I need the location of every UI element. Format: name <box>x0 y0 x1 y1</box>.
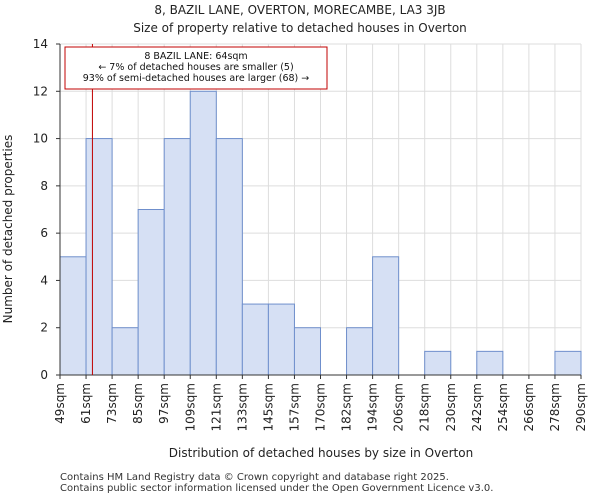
y-tick-label: 0 <box>40 368 48 382</box>
x-tick-label: 133sqm <box>235 383 249 431</box>
bars <box>59 90 582 376</box>
footer-licence: Contains public sector information licen… <box>60 483 494 494</box>
x-tick-label: 290sqm <box>574 383 588 431</box>
annotation-frame <box>64 46 328 90</box>
x-tick-label: 206sqm <box>392 383 406 431</box>
x-tick-label: 109sqm <box>183 383 197 431</box>
x-tick-label: 218sqm <box>418 383 432 431</box>
x-tick-label: 73sqm <box>105 383 119 424</box>
bar <box>189 90 217 376</box>
annotation-text: 8 BAZIL LANE: 64sqm <box>144 51 247 62</box>
y-tick-label: 14 <box>33 37 48 51</box>
x-tick-label: 194sqm <box>366 383 380 431</box>
bar <box>476 350 504 376</box>
y-tick-label: 2 <box>40 321 48 335</box>
x-tick-label: 61sqm <box>79 383 93 424</box>
bar <box>241 303 269 376</box>
bar <box>137 209 165 376</box>
bar <box>293 327 322 376</box>
annotation-box: 8 BAZIL LANE: 64sqm← 7% of detached hous… <box>64 46 328 90</box>
x-tick-label: 266sqm <box>522 383 536 431</box>
bar <box>215 138 243 376</box>
y-axis-label: Number of detached properties <box>1 135 15 324</box>
annotation-text: 93% of semi-detached houses are larger (… <box>83 73 310 84</box>
annotation-text: ← 7% of detached houses are smaller (5) <box>98 62 293 73</box>
x-tick-label: 254sqm <box>496 383 510 431</box>
x-tick-label: 145sqm <box>261 383 275 431</box>
bar <box>424 350 452 376</box>
y-tick-label: 8 <box>40 179 48 193</box>
chart-subtitle: Size of property relative to detached ho… <box>133 21 467 35</box>
y-tick-label: 6 <box>40 226 48 240</box>
bar <box>163 138 191 376</box>
y-tick-label: 4 <box>40 273 48 287</box>
y-tick-label: 10 <box>33 132 48 146</box>
bar <box>111 327 139 376</box>
bar <box>346 327 374 376</box>
bar <box>554 350 582 376</box>
x-axis-label: Distribution of detached houses by size … <box>169 446 473 460</box>
x-tick-label: 97sqm <box>157 383 171 424</box>
x-tick-label: 157sqm <box>287 383 301 431</box>
bar <box>59 256 87 376</box>
chart-title: 8, BAZIL LANE, OVERTON, MORECAMBE, LA3 3… <box>154 3 446 17</box>
x-tick-label: 230sqm <box>444 383 458 431</box>
y-tick-label: 12 <box>33 84 48 98</box>
bar <box>85 138 113 376</box>
bar <box>372 256 400 376</box>
x-tick-label: 170sqm <box>314 383 328 431</box>
x-tick-label: 121sqm <box>209 383 223 431</box>
x-tick-label: 242sqm <box>470 383 484 431</box>
x-tick-label: 49sqm <box>53 383 67 424</box>
x-tick-label: 85sqm <box>131 383 145 424</box>
axes <box>56 43 582 379</box>
x-tick-label: 182sqm <box>340 383 354 431</box>
bar <box>267 303 295 376</box>
tick-labels: 0 2 4 6 8 10 12 14 49sqm 61sqm 73sqm 85sqm 97sqm 109s… <box>33 37 588 431</box>
footer-copyright: Contains HM Land Registry data © Crown c… <box>60 472 449 483</box>
x-tick-label: 278sqm <box>548 383 562 431</box>
